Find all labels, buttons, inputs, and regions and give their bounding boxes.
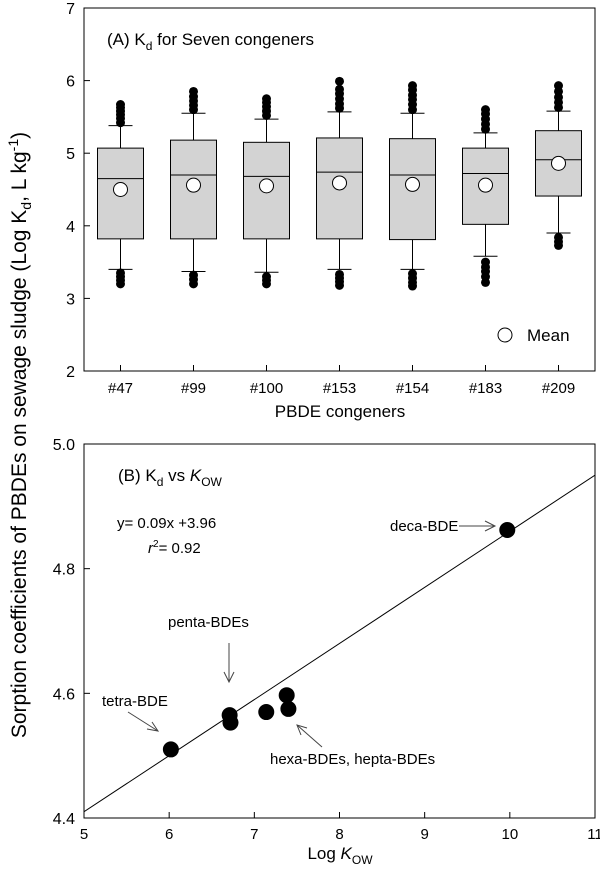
outlier-point — [335, 76, 344, 86]
panel-a-x-tick-label: #154 — [396, 380, 429, 397]
outlier-point — [189, 270, 198, 280]
shared-y-axis-label: Sorption coefficients of PBDEs on sewage… — [5, 132, 34, 738]
outlier-point — [335, 84, 344, 94]
mean-marker — [113, 182, 128, 197]
panel-a-y-tick-label: 4 — [66, 219, 75, 236]
arrow-tetra-bde — [127, 711, 159, 732]
panel-b-x-tick-label: 5 — [80, 826, 88, 843]
arrow-hexa-hepta-bdes — [296, 724, 323, 748]
panel-b-x-tick-label: 11 — [587, 826, 600, 843]
outlier-point — [262, 94, 271, 104]
outlier-point — [554, 232, 563, 242]
legend-mean-label: Mean — [527, 326, 570, 345]
scatter-point — [278, 687, 295, 704]
panel-a-title: (A) Kd for Seven congeners — [107, 30, 314, 53]
panel-a-y-tick-label: 6 — [66, 74, 75, 91]
annotation-tetra-bde: tetra-BDE — [102, 693, 168, 710]
panel-b-title: (B) Kd vs KOW — [118, 466, 223, 489]
arrow-penta-bdes-head — [223, 671, 235, 684]
mean-marker — [551, 155, 566, 171]
annotation-hexa-hepta-bdes: hexa-BDEs, hepta-BDEs — [270, 751, 435, 768]
panel-b-x-tick-label: 6 — [165, 826, 173, 843]
mean-marker — [332, 175, 347, 191]
outlier-point — [481, 105, 490, 115]
panel-a-x-tick-label: #183 — [469, 380, 502, 397]
panel-a-boxplot: 2 3 4 5 6 7 #47 #99 #100 #153 #154 #183 #209 (A) Kd… — [66, 1, 596, 421]
panel-b-x-tick-label: 10 — [501, 826, 518, 843]
panel-a-x-tick-label: #209 — [542, 380, 575, 397]
annotation-penta-bdes: penta-BDEs — [168, 614, 249, 631]
scatter-point — [499, 522, 516, 539]
arrow-hexa-hepta-bdes-head — [296, 724, 308, 736]
panel-a-x-tick-label: #99 — [181, 380, 206, 397]
mean-marker — [259, 178, 274, 194]
outlier-point — [408, 81, 417, 91]
annotation-deca-bde: deca-BDE — [390, 518, 458, 535]
panel-b-x-axis-label: Log KOW — [307, 844, 373, 867]
arrow-tetra-bde-head — [146, 721, 160, 732]
panel-b-y-tick-label: 5.0 — [53, 437, 75, 454]
box-iqr — [535, 130, 582, 197]
panel-b-y-tick-label: 4.8 — [53, 562, 75, 579]
panel-a-y-tick-label: 2 — [66, 364, 75, 381]
panel-b-x-tick-label: 8 — [335, 826, 343, 843]
arrow-deca-bde-head — [484, 520, 497, 532]
outlier-point — [262, 272, 271, 282]
panel-a-x-tick-label: #47 — [108, 380, 133, 397]
outlier-point — [408, 269, 417, 279]
outlier-point — [116, 268, 125, 278]
panel-b-y-tick-label: 4.4 — [53, 811, 75, 828]
regression-equation: y= 0.09x +3.96 — [117, 515, 216, 532]
panel-a-x-tick-label: #100 — [250, 380, 283, 397]
mean-marker — [405, 176, 420, 192]
outlier-point — [335, 269, 344, 279]
scatter-point — [280, 700, 297, 717]
outlier-point — [116, 100, 125, 110]
panel-b-x-tick-label: 7 — [250, 826, 258, 843]
panel-b-scatter: 4.4 4.6 4.8 5.0 5 6 7 8 9 10 11 (B) Kd vs KOW y= … — [53, 437, 600, 867]
legend-mean-marker — [497, 327, 513, 343]
panel-a-y-tick-label: 3 — [66, 291, 75, 308]
outlier-point — [189, 86, 198, 96]
scatter-point — [258, 704, 275, 721]
panel-b-y-tick-label: 4.6 — [53, 686, 75, 703]
panel-a-y-tick-label: 5 — [66, 146, 75, 163]
scatter-point — [222, 714, 239, 731]
panel-a-x-tick-label: #153 — [323, 380, 356, 397]
mean-marker — [478, 177, 493, 193]
r-squared: r2= 0.92 — [148, 539, 201, 557]
outlier-point — [554, 81, 563, 91]
panel-a-x-axis-label: PBDE congeners — [275, 402, 405, 421]
outlier-point — [481, 257, 490, 267]
panel-b-x-tick-label: 9 — [420, 826, 428, 843]
panel-a-y-tick-label: 7 — [66, 1, 75, 18]
scatter-point — [162, 741, 179, 758]
mean-marker — [186, 177, 201, 193]
